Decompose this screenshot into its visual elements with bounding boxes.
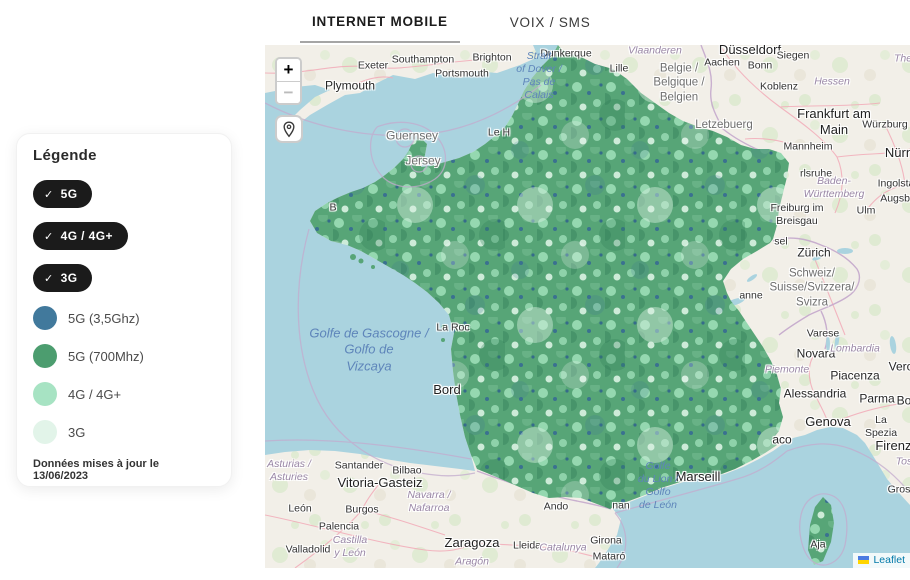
location-pin-icon [283,120,295,137]
zoom-in-button[interactable]: + [277,59,300,81]
swatch-circle [33,382,57,406]
coverage-overlay [310,45,834,565]
swatch-circle [33,306,57,330]
legend-swatch-row: 4G / 4G+ [33,382,215,406]
check-icon: ✓ [44,272,54,285]
toggle-label: 5G [60,187,78,201]
locate-button[interactable] [275,115,303,143]
swatch-label: 3G [68,424,86,440]
swatch-label: 4G / 4G+ [68,386,122,402]
swatch-label: 5G (700Mhz) [68,348,144,364]
coverage-map[interactable]: Exeter Southampton Brighton Portsmouth Plymo… [265,45,910,568]
coverage-type-tabs: INTERNET MOBILE VOIX / SMS [300,8,603,43]
toggle-5g-button[interactable]: ✓ 5G [33,180,93,208]
legend-title: Légende [33,147,97,164]
corsica-coverage [808,497,834,565]
swatch-circle [33,344,57,368]
country-borders [476,45,861,510]
toggle-label: 4G / 4G+ [60,229,113,243]
zoom-out-button[interactable]: − [277,81,300,103]
map-basemap [265,45,910,568]
maritime-borders [265,84,910,568]
legend-toggles: ✓ 5G ✓ 4G / 4G+ ✓ 3G [33,180,215,306]
legend-swatch-row: 5G (3,5Ghz) [33,306,215,330]
swatch-circle [33,420,57,444]
leaflet-attribution: Leaflet [853,553,910,568]
check-icon: ✓ [44,230,54,243]
toggle-3g-button[interactable]: ✓ 3G [33,264,93,292]
swatch-label: 5G (3,5Ghz) [68,310,140,326]
legend-swatch-row: 3G [33,420,215,444]
legend-card: Légende ✓ 5G ✓ 4G / 4G+ ✓ 3G 5G (3,5Ghz) 5G (7… [16,133,232,487]
check-icon: ✓ [44,188,54,201]
england-land [265,45,538,127]
tab-voix-sms[interactable]: VOIX / SMS [498,8,603,43]
zoom-control: + − [275,57,302,105]
ukraine-flag-icon [858,556,870,564]
toggle-4g4g-button[interactable]: ✓ 4G / 4G+ [33,222,128,250]
data-updated-text: Données mises à jour le 13/06/2023 [33,458,159,482]
legend-swatch-row: 5G (700Mhz) [33,344,215,368]
leaflet-link[interactable]: Leaflet [873,554,905,566]
lakes [725,248,897,354]
tab-internet-mobile[interactable]: INTERNET MOBILE [300,8,460,43]
toggle-label: 3G [60,271,78,285]
legend-swatches: 5G (3,5Ghz) 5G (700Mhz) 4G / 4G+ 3G [33,306,215,444]
